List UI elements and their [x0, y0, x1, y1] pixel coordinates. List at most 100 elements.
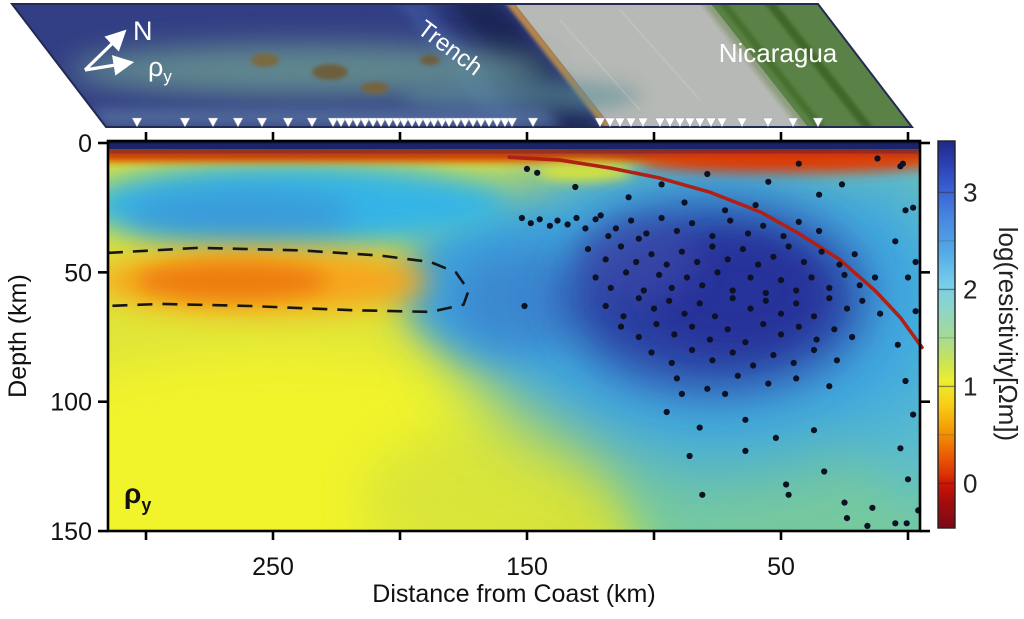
station-marker [506, 117, 518, 128]
earthquake-dot [793, 375, 800, 382]
y-tick-label: 100 [50, 389, 92, 417]
earthquake-dot [877, 310, 884, 317]
earthquake-dot [750, 362, 757, 369]
earthquake-dot [826, 383, 833, 390]
earthquake-dot [625, 194, 632, 201]
earthquake-dot [734, 372, 741, 379]
earthquake-dot [810, 313, 818, 320]
earthquake-dot [897, 445, 904, 452]
station-marker [383, 117, 395, 128]
earthquake-dot [785, 243, 792, 250]
earthquake-dot [874, 155, 881, 162]
earthquake-dot [783, 481, 790, 488]
earthquake-dot [709, 357, 716, 364]
station-marker [359, 117, 371, 128]
ocean-layer [108, 141, 920, 149]
station-marker [406, 117, 418, 128]
earthquake-dot [584, 246, 592, 253]
earthquake-dot [527, 220, 534, 227]
earthquake-dot [859, 297, 866, 304]
colorbar-label: log(resistivity[Ωm]) [993, 227, 1023, 441]
earthquake-dot [628, 217, 635, 224]
north-arrow-icon [83, 29, 127, 72]
station-marker [428, 117, 440, 128]
earthquake-dot [643, 230, 650, 237]
station-marker [637, 117, 649, 128]
earthquake-dot [904, 476, 912, 483]
earthquake-dot [765, 380, 772, 387]
x-axis-label: Distance from Coast (km) [372, 580, 655, 608]
earthquake-dot [704, 170, 711, 178]
earthquake-dot [795, 323, 802, 330]
earthquake-dot [602, 256, 609, 263]
plot-frame [106, 139, 922, 533]
earthquake-dot [902, 377, 909, 385]
earthquake-dot [521, 302, 528, 310]
map-border [9, 3, 915, 128]
earthquake-dot [760, 321, 767, 328]
station-marker [351, 117, 363, 128]
earthquake-dot [704, 385, 711, 392]
earthquake-dot [843, 515, 851, 522]
x-tick-label: 150 [506, 553, 548, 581]
station-marker [736, 117, 748, 128]
earthquake-dot [765, 178, 772, 185]
earthquake-dot [770, 253, 777, 260]
earthquake-dot [572, 183, 579, 191]
earthquake-dot [892, 238, 899, 245]
earthquake-dot [554, 217, 561, 224]
earthquake-dot [668, 359, 675, 366]
earthquake-dot [744, 230, 752, 237]
colorbar-tick-label: 2 [963, 274, 977, 304]
station-marker [594, 117, 606, 128]
earthquake-dot [722, 207, 729, 214]
earthquake-dot [607, 284, 614, 291]
earthquake-dot [650, 305, 658, 312]
earthquake-dot [711, 313, 719, 320]
earthquake-dot [681, 199, 688, 206]
earthquake-dot [699, 491, 706, 498]
station-marker [131, 117, 143, 128]
earthquake-dot [795, 160, 802, 167]
earthquake-dot [635, 333, 642, 341]
earthquake-dot [903, 520, 910, 527]
earthquake-dot [678, 248, 686, 255]
earthquake-dot [777, 331, 785, 338]
earthquake-dot [851, 251, 858, 258]
earthquake-dot [658, 181, 665, 188]
colorbar-gradient [937, 140, 956, 529]
earthquake-dot [729, 287, 736, 294]
earthquake-dot [871, 274, 879, 281]
station-marker [232, 117, 244, 128]
earthquake-dot [722, 390, 729, 397]
earthquake-dot [810, 427, 818, 434]
station-marker [375, 117, 387, 128]
station-marker [179, 117, 191, 128]
earthquake-dot [849, 333, 856, 341]
earthquake-dot [709, 243, 716, 250]
earthquake-dot [696, 424, 703, 431]
station-marker [282, 117, 294, 128]
station-marker [527, 117, 539, 128]
earthquake-dot [729, 295, 736, 302]
axis-ticks [98, 132, 930, 540]
station-markers [131, 117, 824, 128]
earthquake-dot [912, 308, 919, 315]
earthquake-dot [666, 297, 673, 304]
earthquake-dot [790, 359, 797, 366]
earthquake-dot [633, 258, 640, 266]
station-marker [491, 117, 503, 128]
earthquake-dot [534, 169, 541, 176]
y-axis-label: Depth (km) [4, 274, 32, 398]
station-marker [694, 117, 706, 128]
station-marker [451, 117, 463, 128]
colorbar-tick-label: 0 [963, 468, 977, 498]
earthquake-dot [785, 491, 792, 498]
x-tick-label: 50 [767, 553, 795, 581]
y-tick-label: 0 [78, 130, 92, 158]
tick-labels: 250 150 50 0 50 100 150 [50, 130, 795, 581]
earthquake-dot [795, 218, 802, 225]
map-rho-label: ρy [148, 52, 172, 86]
station-marker [812, 117, 824, 128]
